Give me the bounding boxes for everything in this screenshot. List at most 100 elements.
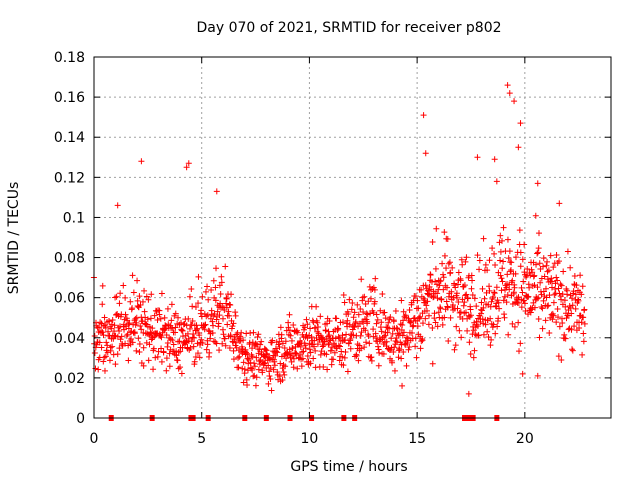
data-point <box>313 303 320 310</box>
data-point <box>376 349 383 356</box>
data-point <box>336 343 343 350</box>
data-point <box>172 310 179 317</box>
y-tick-label: 0.12 <box>54 170 85 186</box>
data-point <box>560 268 567 275</box>
data-point <box>455 299 462 306</box>
data-point <box>194 350 201 357</box>
data-point <box>516 348 523 355</box>
data-point <box>578 319 585 326</box>
data-point <box>424 298 431 305</box>
data-point <box>163 367 170 374</box>
data-point <box>239 365 246 372</box>
data-point <box>282 363 289 370</box>
data-point <box>235 354 242 361</box>
data-point <box>208 287 215 294</box>
data-point <box>489 245 496 252</box>
data-point <box>558 296 565 303</box>
data-point <box>494 297 501 304</box>
data-point <box>99 301 106 308</box>
data-point <box>393 335 400 342</box>
data-point <box>570 288 577 295</box>
data-point <box>306 346 313 353</box>
data-point <box>221 335 228 342</box>
data-point <box>558 357 565 364</box>
data-point <box>556 290 563 297</box>
data-point <box>344 368 351 375</box>
data-point <box>107 347 114 354</box>
data-point <box>304 321 311 328</box>
data-point <box>370 326 377 333</box>
data-point <box>302 345 309 352</box>
data-point <box>214 308 221 315</box>
data-point <box>440 286 447 293</box>
data-point <box>122 340 129 347</box>
data-point <box>127 298 134 305</box>
data-point <box>491 250 498 257</box>
data-point <box>406 343 413 350</box>
data-point <box>244 381 251 388</box>
data-point <box>351 309 358 316</box>
data-point <box>271 358 278 365</box>
data-point <box>553 252 560 259</box>
data-point <box>499 237 506 244</box>
data-point <box>217 300 224 307</box>
data-point <box>389 330 396 337</box>
data-point <box>241 366 248 373</box>
data-point <box>503 299 510 306</box>
data-point <box>125 357 132 364</box>
data-point <box>515 144 522 151</box>
data-point <box>439 260 446 267</box>
data-point <box>96 339 103 346</box>
data-point <box>230 320 237 327</box>
data-point <box>136 340 143 347</box>
data-point <box>328 361 335 368</box>
data-point <box>215 320 222 327</box>
data-point <box>355 311 362 318</box>
data-point <box>444 236 451 243</box>
data-point <box>222 263 229 270</box>
data-point <box>233 339 240 346</box>
data-point <box>274 349 281 356</box>
data-point <box>480 235 487 242</box>
data-point <box>452 284 459 291</box>
data-point <box>540 255 547 262</box>
data-point <box>281 371 288 378</box>
data-point <box>99 329 106 336</box>
data-point <box>536 260 543 267</box>
data-point <box>517 263 524 270</box>
data-point <box>441 229 448 236</box>
data-point <box>206 349 213 356</box>
data-point <box>423 307 430 314</box>
data-point <box>457 309 464 316</box>
data-point <box>504 236 511 243</box>
data-point <box>544 303 551 310</box>
data-point <box>147 329 154 336</box>
data-point <box>558 282 565 289</box>
data-point <box>492 261 499 268</box>
data-point <box>300 348 307 355</box>
data-point <box>432 265 439 272</box>
data-point <box>471 347 478 354</box>
data-point <box>301 324 308 331</box>
data-point <box>391 344 398 351</box>
data-point <box>227 301 234 308</box>
data-point <box>486 287 493 294</box>
data-point <box>195 300 202 307</box>
data-point <box>521 269 528 276</box>
data-point <box>133 319 140 326</box>
data-point <box>412 335 419 342</box>
data-point <box>237 333 244 340</box>
data-point <box>496 239 503 246</box>
chart-title: Day 070 of 2021, SRMTID for receiver p80… <box>196 20 501 36</box>
data-point <box>137 323 144 330</box>
data-point <box>281 345 288 352</box>
data-point <box>433 225 440 232</box>
grid-lines <box>94 57 611 418</box>
data-point <box>414 323 421 330</box>
data-point <box>519 289 526 296</box>
data-point <box>554 277 561 284</box>
data-point <box>534 250 541 257</box>
y-tick-label: 0.02 <box>54 371 85 387</box>
data-point <box>104 342 111 349</box>
data-point <box>515 319 522 326</box>
